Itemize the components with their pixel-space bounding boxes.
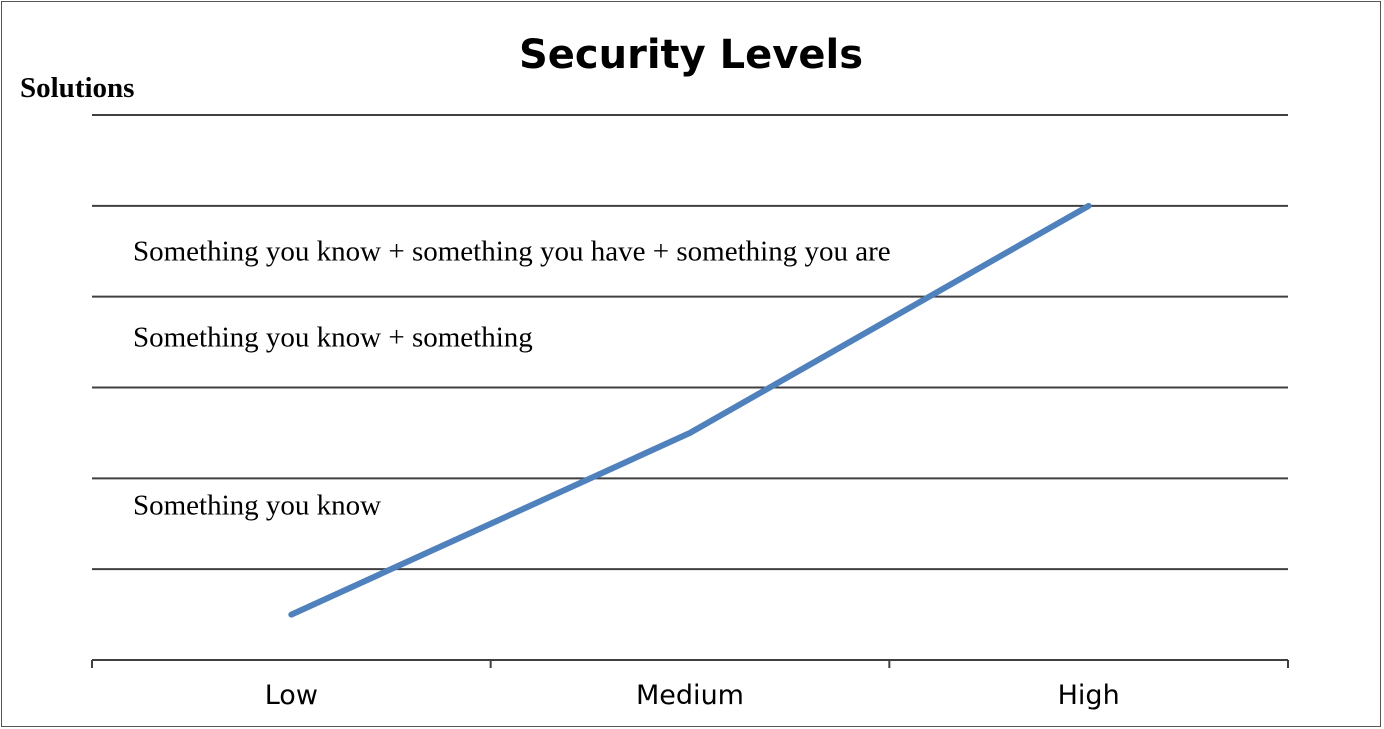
x-tick-label: High — [1058, 680, 1120, 711]
annotation-label: Something you know — [133, 490, 381, 522]
y-axis-label: Solutions — [20, 72, 134, 104]
annotation-label: Something you know + something — [133, 322, 533, 354]
gridlines — [92, 114, 1288, 571]
x-axis: Low Medium High — [91, 659, 1289, 711]
annotation-label: Something you know + something you have … — [133, 235, 891, 267]
annotations: Something you know + something you have … — [133, 235, 891, 521]
series-group — [288, 202, 1092, 618]
chart-title: Security Levels — [519, 32, 863, 78]
x-tick-label: Medium — [636, 680, 744, 711]
x-tick-label: Low — [265, 680, 318, 711]
